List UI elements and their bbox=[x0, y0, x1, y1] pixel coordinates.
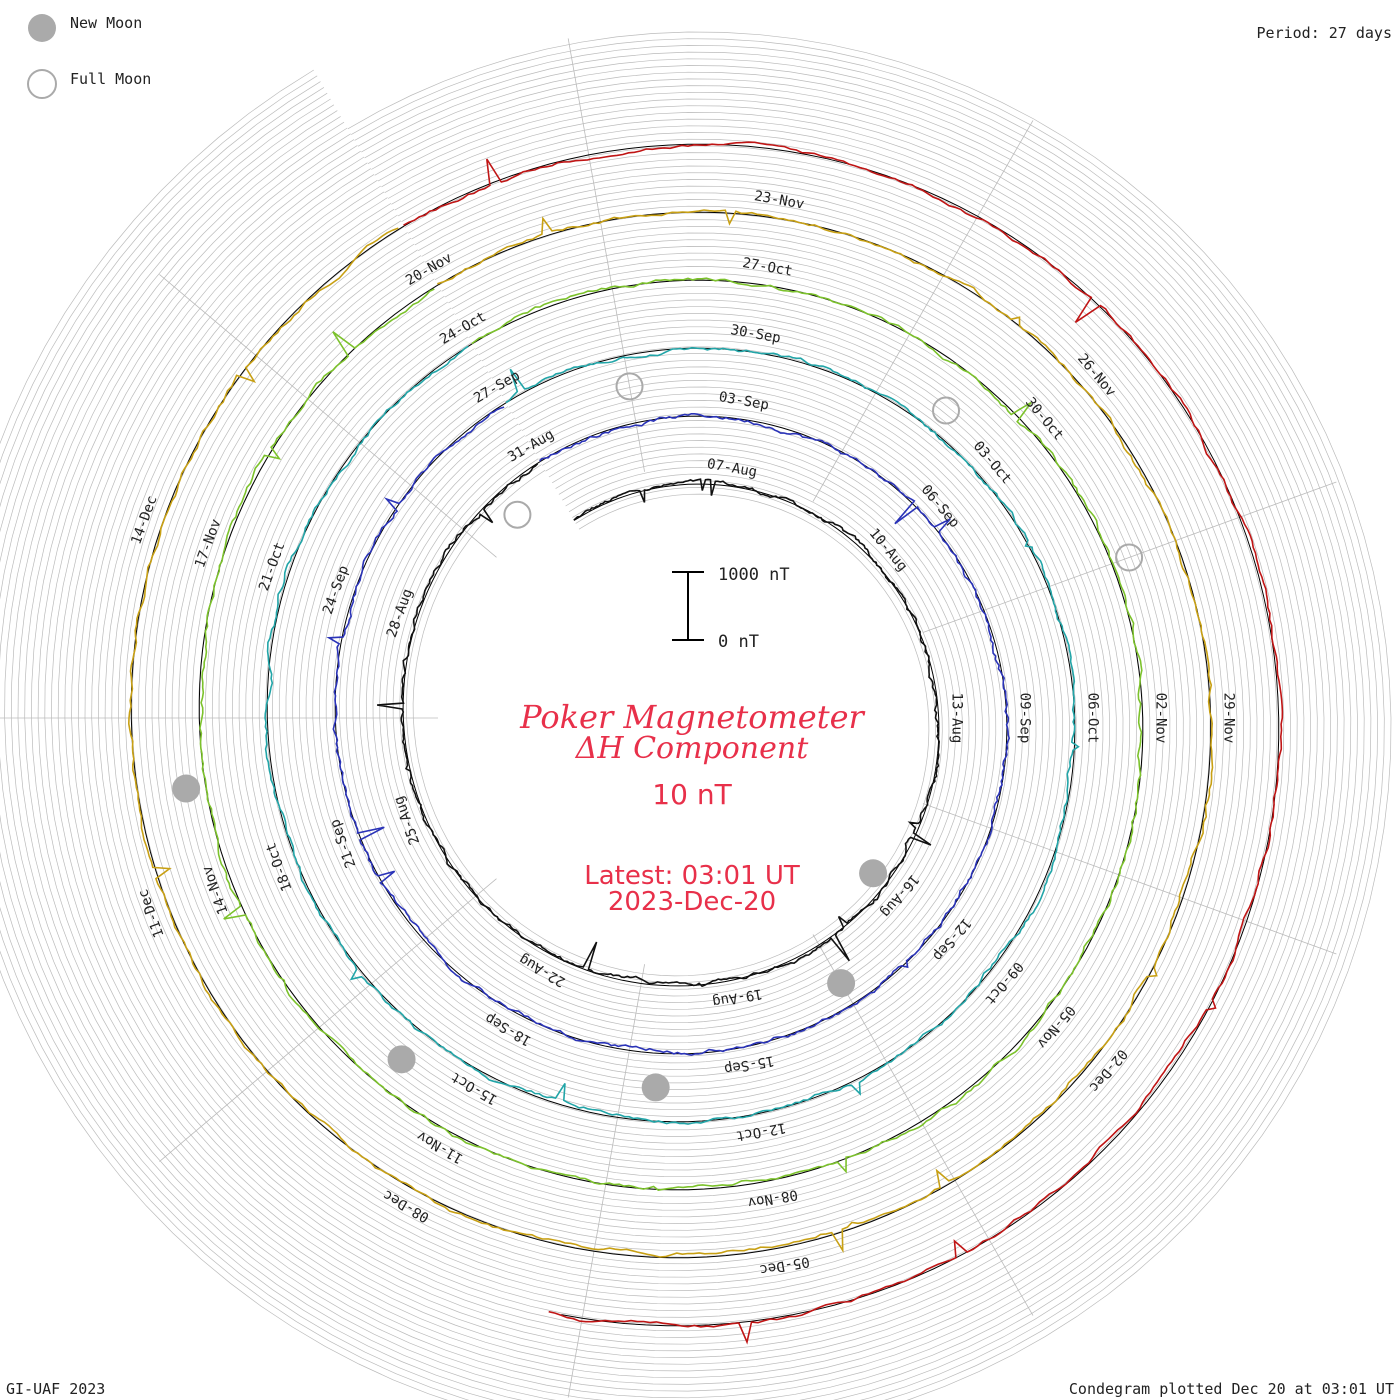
full-moon-marker bbox=[503, 500, 532, 529]
day-label: 18-Oct bbox=[263, 840, 295, 893]
new-moon-marker bbox=[827, 969, 856, 998]
new-moon-legend-label: New Moon bbox=[70, 14, 142, 32]
day-label: 23-Nov bbox=[753, 188, 806, 213]
day-label: 09-Sep bbox=[1017, 693, 1033, 744]
day-label: 13-Aug bbox=[949, 693, 965, 744]
baseline-spiral bbox=[130, 211, 1212, 1259]
new-moon-legend-icon bbox=[28, 14, 56, 42]
moon-marker-layer bbox=[172, 372, 1144, 1102]
full-moon-marker bbox=[932, 396, 961, 425]
day-label: 31-Aug bbox=[505, 426, 557, 465]
day-label: 02-Nov bbox=[1153, 693, 1169, 744]
scale-bar bbox=[672, 571, 704, 641]
grid-spoke bbox=[812, 120, 1034, 502]
day-label: 19-Aug bbox=[711, 985, 764, 1010]
day-label: 30-Sep bbox=[729, 322, 782, 347]
grid-spoke bbox=[567, 964, 645, 1398]
day-label: 14-Dec bbox=[128, 494, 160, 547]
scale-bottom-label: 0 nT bbox=[718, 632, 759, 652]
new-moon-marker bbox=[641, 1073, 670, 1102]
rotation-trace-6 bbox=[403, 141, 1284, 1345]
full-moon-legend-label: Full Moon bbox=[70, 70, 151, 88]
baseline-spiral bbox=[402, 461, 940, 987]
grid-spoke bbox=[922, 481, 1337, 633]
baseline-spiral bbox=[403, 143, 1280, 1327]
rotation-trace-2 bbox=[326, 406, 1011, 1056]
grid-spoke bbox=[159, 274, 497, 558]
full-moon-marker bbox=[615, 372, 644, 401]
baseline-label: 10 nT bbox=[652, 778, 732, 811]
rotation-trace-3 bbox=[264, 345, 1080, 1125]
grid-spoke bbox=[159, 878, 497, 1162]
day-label: 28-Aug bbox=[384, 587, 416, 640]
rotation-trace-5 bbox=[127, 209, 1214, 1258]
footer-credit: GI-UAF 2023 bbox=[6, 1380, 105, 1398]
day-label: 12-Oct bbox=[735, 1119, 788, 1144]
new-moon-marker bbox=[859, 859, 888, 888]
day-label: 15-Sep bbox=[723, 1052, 776, 1077]
grid-spoke bbox=[922, 803, 1337, 955]
day-label: 03-Sep bbox=[718, 389, 771, 414]
latest-time: Latest: 03:01 UT bbox=[584, 861, 800, 891]
grid-ring bbox=[0, 31, 1392, 1400]
chart-title: Poker Magnetometer bbox=[519, 698, 865, 736]
day-label: 08-Nov bbox=[746, 1186, 799, 1211]
day-label: 29-Nov bbox=[1221, 693, 1237, 744]
day-label: 09-Oct bbox=[981, 958, 1026, 1007]
rotation-trace-4 bbox=[199, 277, 1143, 1191]
rotation-trace-1 bbox=[376, 463, 941, 988]
scale-top-label: 1000 nT bbox=[718, 565, 790, 585]
period-label: Period: 27 days bbox=[1257, 24, 1392, 42]
full-moon-legend-icon bbox=[27, 69, 57, 99]
day-label: 11-Dec bbox=[135, 887, 167, 940]
full-moon-marker bbox=[1115, 543, 1144, 572]
day-label: 20-Nov bbox=[403, 250, 455, 289]
latest-date: 2023-Dec-20 bbox=[608, 887, 776, 917]
day-label: 07-Aug bbox=[706, 456, 759, 481]
day-label: 15-Oct bbox=[448, 1068, 500, 1107]
day-label: 14-Nov bbox=[199, 863, 231, 916]
trace-layer bbox=[127, 141, 1284, 1345]
new-moon-marker bbox=[172, 774, 201, 803]
chart-subtitle: ΔH Component bbox=[575, 731, 809, 766]
new-moon-marker bbox=[387, 1045, 416, 1074]
day-label: 05-Nov bbox=[1033, 1002, 1078, 1051]
footer-plotted: Condegram plotted Dec 20 at 03:01 UT bbox=[1069, 1380, 1394, 1398]
day-label: 06-Oct bbox=[1085, 693, 1101, 744]
